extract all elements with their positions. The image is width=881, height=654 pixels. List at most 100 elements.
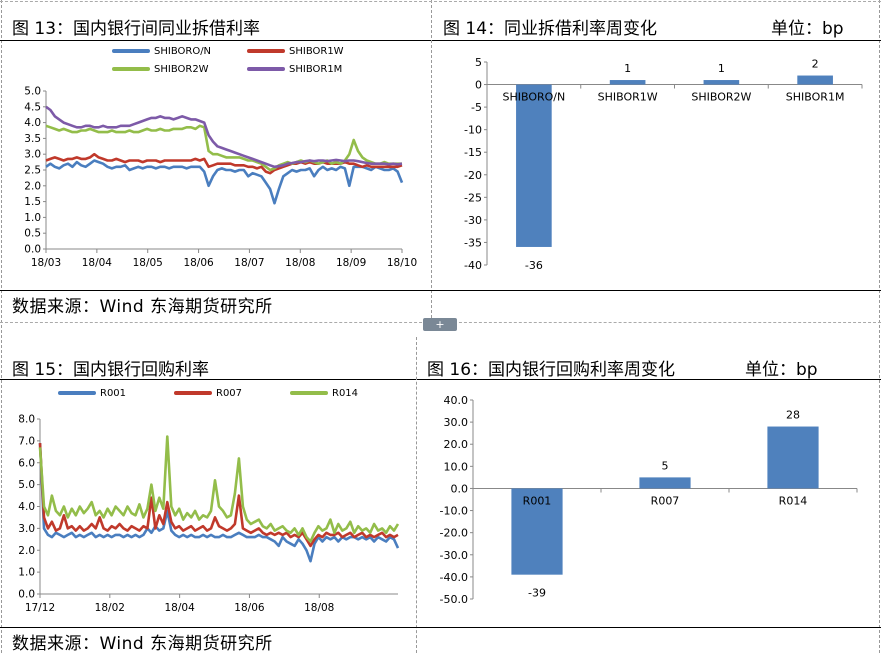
fig13-y-tick-label: 3.0 (24, 149, 41, 161)
fig15-series-r001 (38, 443, 400, 563)
fig16-bar-r007 (639, 477, 691, 489)
page-left-border (1, 0, 2, 653)
fig14-unit: 单位：bp (771, 19, 844, 39)
fig16-bar-r014 (767, 426, 819, 489)
fig13-x-tick-label: 18/06 (183, 257, 214, 269)
fig14-y-tick-label: -10 (464, 124, 482, 137)
fig16-chart: 40.0 30.0 20.0 10.0 0.0 -10.0 -20.0 -30.0 -40.0 -… (440, 394, 858, 606)
fig13-x-tick-label: 18/08 (285, 257, 315, 269)
fig13-legend-label: SHIBOR1M (289, 64, 343, 75)
fig15-x-tick-label: 18/08 (304, 602, 334, 614)
fig14-y-tick-label: 5 (475, 56, 482, 69)
fig13-legend-shibor-2w: SHIBOR2W (112, 64, 209, 75)
fig15-series-r014 (38, 435, 400, 543)
fig13-legend-label: SHIBOR2W (154, 64, 209, 75)
fig13-y-tick-label: 0.5 (24, 228, 41, 240)
fig15-y-tick-label: 8.0 (18, 414, 35, 426)
fig13-x-tick-label: 18/03 (31, 257, 61, 269)
fig14-bar-shibor1w (609, 80, 646, 85)
fig16-category-label: R007 (651, 494, 680, 507)
fig15-chart: 0.0 1.0 2.0 3.0 4.0 5.0 6.0 7.0 8.0 17/12 18/02 18/… (18, 414, 400, 614)
fig13-x-tick-label: 18/04 (82, 257, 113, 269)
fig16-y-tick-label: 10.0 (444, 460, 469, 473)
fig15-legend-swatch (58, 391, 96, 395)
fig14-y-tick-label: -25 (464, 191, 482, 204)
fig15-y-tick-label: 0.0 (18, 589, 35, 601)
fig13-title: 图 13：国内银行间同业拆借利率 (12, 19, 261, 39)
fig13-legend-swatch (247, 49, 285, 53)
page-right-border (879, 0, 880, 653)
top-border (0, 1, 881, 2)
fig15-title: 图 15：国内银行回购利率 (12, 360, 210, 380)
fig16-y-tick-label: 40.0 (444, 394, 469, 407)
fig16-title: 图 16：国内银行回购利率周变化 (427, 360, 676, 380)
fig15-series-r007 (38, 443, 399, 548)
fig15-y-tick-label: 2.0 (18, 545, 35, 557)
fig15-legend-r001: R001 (58, 388, 126, 399)
fig13-series-shiboro-n (45, 159, 404, 205)
fig13-y-tick-label: 4.5 (24, 101, 41, 113)
fig14-bar-shiboro-n (516, 84, 552, 247)
fig16-category-label: R014 (779, 494, 808, 507)
fig16-data-label: 28 (786, 409, 800, 422)
fig14-category-label: SHIBOR1M (786, 91, 845, 104)
fig13-y-tick-label: 5.0 (24, 86, 41, 98)
fig14-title: 图 14：同业拆借利率周变化 (443, 19, 658, 39)
fig13-y-tick-label: 4.0 (24, 117, 41, 129)
fig16-title-rule (417, 379, 881, 380)
fig13-legend-swatch (247, 67, 285, 71)
fig13-y-tick-label: 1.5 (24, 196, 41, 208)
fig15-y-tick-label: 3.0 (18, 523, 35, 535)
fig15-x-tick-label: 18/04 (164, 602, 195, 614)
fig13-legend-swatch (112, 67, 150, 71)
expand-button[interactable]: + (423, 318, 457, 331)
fig13-legend-shibor-on: SHIBORO/N (112, 46, 211, 57)
fig13-legend-shibor-1m: SHIBOR1M (247, 64, 342, 75)
fig14-y-tick-label: -35 (464, 236, 482, 249)
fig14-y-tick-label: -20 (464, 169, 482, 182)
fig15-source: 数据来源：Wind 东海期货研究所 (12, 634, 273, 654)
fig16-y-tick-label: -10.0 (440, 505, 468, 518)
fig13-x-tick-label: 18/10 (387, 257, 417, 269)
fig13-x-tick-label: 18/09 (336, 257, 366, 269)
fig16-y-tick-label: 0.0 (451, 482, 469, 495)
fig14-data-label: 2 (812, 58, 819, 71)
fig14-data-label: 1 (624, 62, 631, 75)
fig14-y-tick-label: -15 (464, 146, 482, 159)
fig13-legend-label: SHIBORO/N (154, 46, 212, 57)
fig16-y-tick-label: -40.0 (440, 571, 468, 584)
fig15-legend-r014: R014 (290, 388, 358, 399)
fig13-y-tick-label: 3.5 (24, 133, 41, 145)
fig14-y-tick-label: -5 (471, 101, 482, 114)
fig14-y-tick-label: -40 (464, 259, 482, 272)
fig14-bar-shibor1m (797, 75, 833, 85)
fig13-y-tick-label: 0.0 (24, 244, 41, 256)
fig13-title-rule (0, 40, 431, 41)
fig16-bar-r001 (511, 488, 563, 575)
fig14-y-tick-label: 0 (475, 79, 482, 92)
fig15-legend-label: R001 (100, 388, 127, 399)
fig13-x-tick-label: 18/07 (234, 257, 264, 269)
fig15-y-tick-label: 5.0 (18, 479, 35, 491)
fig13-legend-swatch (112, 49, 150, 53)
fig15-x-tick-label: 17/12 (25, 602, 55, 614)
fig14-category-label: SHIBOR1W (598, 91, 658, 104)
fig14-title-rule (432, 40, 881, 41)
fig13-x-tick-label: 18/05 (133, 257, 163, 269)
fig13-series-shibor1m (45, 105, 403, 169)
fig14-bar-shibor2w (703, 80, 740, 85)
fig15-y-tick-label: 4.0 (18, 501, 35, 513)
fig15-x-tick-label: 18/02 (95, 602, 125, 614)
fig16-y-tick-label: -20.0 (440, 527, 468, 540)
fig14-category-label: SHIBOR2W (691, 91, 751, 104)
fig15-y-tick-label: 7.0 (18, 435, 35, 447)
fig13-y-tick-label: 2.5 (24, 165, 41, 177)
fig13-legend-shibor-1w: SHIBOR1W (247, 46, 344, 57)
fig13-chart: 0.0 0.5 1.0 1.5 2.0 2.5 3.0 3.5 4.0 4.5 5.0 18/03 18… (24, 86, 417, 270)
fig13-y-tick-label: 2.0 (24, 180, 41, 192)
fig14-chart: 5 0 -5 -10 -15 -20 -25 -30 -35 -40 SHIBORO/N -36 SHI… (464, 56, 863, 272)
fig16-unit: 单位：bp (745, 360, 818, 380)
fig15-title-rule (0, 379, 416, 380)
fig15-source-rule-top (0, 627, 881, 628)
fig16-data-label: -39 (528, 587, 546, 600)
